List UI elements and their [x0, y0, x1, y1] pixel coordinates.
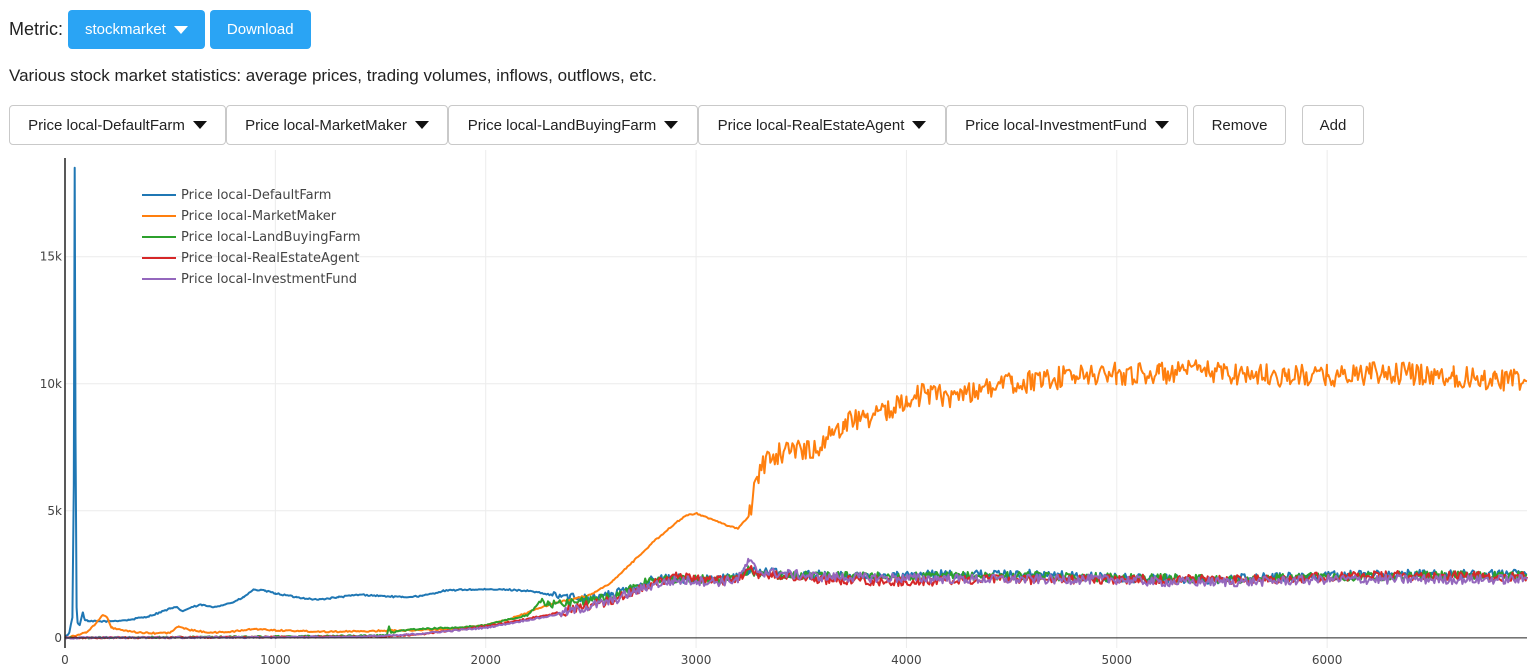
legend-label: Price local-InvestmentFund	[181, 272, 357, 287]
remove-button[interactable]: Remove	[1193, 105, 1286, 145]
legend-item[interactable]: Price local-LandBuyingFarm	[142, 230, 361, 245]
chevron-down-icon	[1155, 121, 1169, 129]
series-selector-label: Price local-MarketMaker	[245, 117, 407, 134]
metric-row: Metric: stockmarket Download	[9, 10, 316, 49]
legend-label: Price local-DefaultFarm	[181, 188, 331, 203]
series-selector-label: Price local-RealEstateAgent	[718, 117, 905, 134]
legend-item[interactable]: Price local-RealEstateAgent	[142, 251, 359, 266]
series-selector-3[interactable]: Price local-LandBuyingFarm	[448, 105, 698, 145]
chevron-down-icon	[664, 121, 678, 129]
x-tick-label: 6000	[1312, 653, 1343, 667]
series-selector-label: Price local-DefaultFarm	[28, 117, 185, 134]
x-tick-label: 5000	[1102, 653, 1133, 667]
series-line-5	[65, 559, 1527, 639]
chevron-down-icon	[415, 121, 429, 129]
x-tick-label: 3000	[681, 653, 712, 667]
metric-label: Metric:	[9, 19, 63, 40]
series-selector-label: Price local-InvestmentFund	[965, 117, 1147, 134]
series-line-2	[65, 360, 1527, 638]
chevron-down-icon	[912, 121, 926, 129]
metric-dropdown-value: stockmarket	[85, 21, 166, 38]
chevron-down-icon	[193, 121, 207, 129]
y-tick-label: 5k	[47, 504, 62, 518]
y-tick-label: 0	[54, 631, 62, 645]
y-tick-label: 15k	[40, 250, 62, 264]
series-selector-label: Price local-LandBuyingFarm	[468, 117, 656, 134]
chart-legend[interactable]: Price local-DefaultFarm Price local-Marke…	[142, 188, 361, 287]
legend-label: Price local-LandBuyingFarm	[181, 230, 361, 245]
legend-item[interactable]: Price local-InvestmentFund	[142, 272, 357, 287]
series-selector-1[interactable]: Price local-DefaultFarm	[9, 105, 226, 145]
metric-description: Various stock market statistics: average…	[9, 66, 657, 86]
x-tick-label: 2000	[470, 653, 501, 667]
price-chart[interactable]: 0 1000 2000 3000 4000 5000 6000 0 5k 10k 15k Price…	[0, 150, 1533, 670]
series-selector-4[interactable]: Price local-RealEstateAgent	[698, 105, 946, 145]
legend-label: Price local-RealEstateAgent	[181, 251, 359, 266]
metric-dropdown[interactable]: stockmarket	[68, 10, 205, 49]
series-selector-5[interactable]: Price local-InvestmentFund	[946, 105, 1188, 145]
x-tick-label: 1000	[260, 653, 291, 667]
x-tick-label: 0	[61, 653, 69, 667]
download-button[interactable]: Download	[210, 10, 311, 49]
add-button[interactable]: Add	[1302, 105, 1364, 145]
legend-label: Price local-MarketMaker	[181, 209, 337, 224]
y-tick-label: 10k	[40, 377, 62, 391]
x-tick-label: 4000	[891, 653, 922, 667]
chevron-down-icon	[174, 26, 188, 34]
legend-item[interactable]: Price local-MarketMaker	[142, 209, 337, 224]
series-selector-2[interactable]: Price local-MarketMaker	[226, 105, 448, 145]
legend-item[interactable]: Price local-DefaultFarm	[142, 188, 331, 203]
